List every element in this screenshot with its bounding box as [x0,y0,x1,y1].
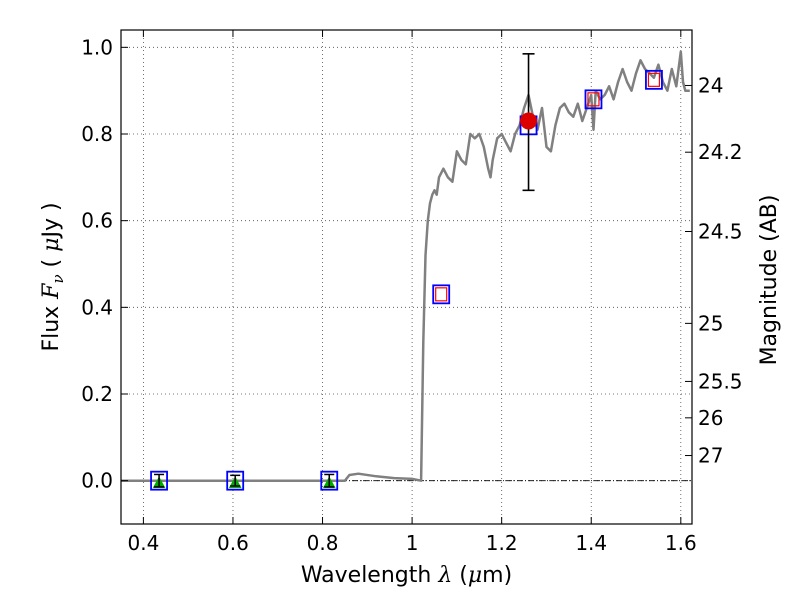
y-tick-label: 1.0 [81,35,113,59]
x-axis-unit: m) [482,563,512,588]
y-axis-label-prefix: Flux [39,299,64,352]
x-tick-label: 0.4 [127,531,159,555]
model-flux-1.06 [435,287,448,302]
y-tick-label: 0.2 [81,382,113,406]
x-axis-unit-symbol: μ [468,563,482,588]
photometry-box-band-0.81 [320,470,339,491]
photometry-box-band-0.44 [150,470,168,491]
data-points-layer [150,53,663,491]
y2-tick-label: 24.5 [698,220,743,244]
x-tick-label: 1.6 [665,531,697,555]
y2-axis-label: Magnitude (AB) [757,195,782,366]
y-axis-label-symbol: F [39,283,64,300]
x-axis-label-suffix: ( [452,563,468,588]
y2-tick-label: 24 [698,73,723,97]
y-axis-label-subscript: ν [49,274,67,283]
x-tick-label: 1 [406,531,419,555]
ticks-layer: 0.4 0.6 0.8 1 1.2 1.4 1.6 0.0 0.2 0.4 0.6 0.8 1.0 24 2… [81,30,743,555]
detection-1.26 [520,112,538,130]
x-tick-label: 1.4 [575,531,607,555]
plot-frame [120,29,693,525]
y-tick-label: 0.0 [81,469,113,493]
photometry-box-band-1.40 [584,89,603,110]
y-axis-label-mid: ( [39,252,64,275]
x-axis-label-prefix: Wavelength [301,563,439,588]
y2-tick-label: 24.2 [698,140,743,164]
y-axis-unit: Jy ) [39,202,64,239]
y-tick-label: 0.6 [81,209,113,233]
y2-tick-label: 25 [698,311,723,335]
y2-tick-label: 25.5 [698,369,743,393]
x-axis-label: Wavelength λ (μm) [301,563,512,588]
y2-tick-label: 26 [698,406,723,430]
model-flux-1.54 [647,72,661,87]
y-tick-label: 0.8 [81,122,113,146]
photometry-box-band-1.06 [432,284,451,305]
x-tick-label: 1.2 [486,531,518,555]
y-tick-label: 0.4 [81,295,113,319]
x-tick-label: 0.8 [307,531,339,555]
y2-tick-label: 27 [698,444,723,468]
photometry-box-band-1.54 [645,69,663,90]
y-axis-label: Flux Fν ( μJy ) [39,202,67,351]
photometry-box-band-0.60 [226,470,245,491]
model-flux-1.40 [587,92,600,107]
x-axis-label-symbol: λ [437,563,452,588]
x-tick-label: 0.6 [217,531,249,555]
y-axis-unit-symbol: μ [39,238,64,252]
